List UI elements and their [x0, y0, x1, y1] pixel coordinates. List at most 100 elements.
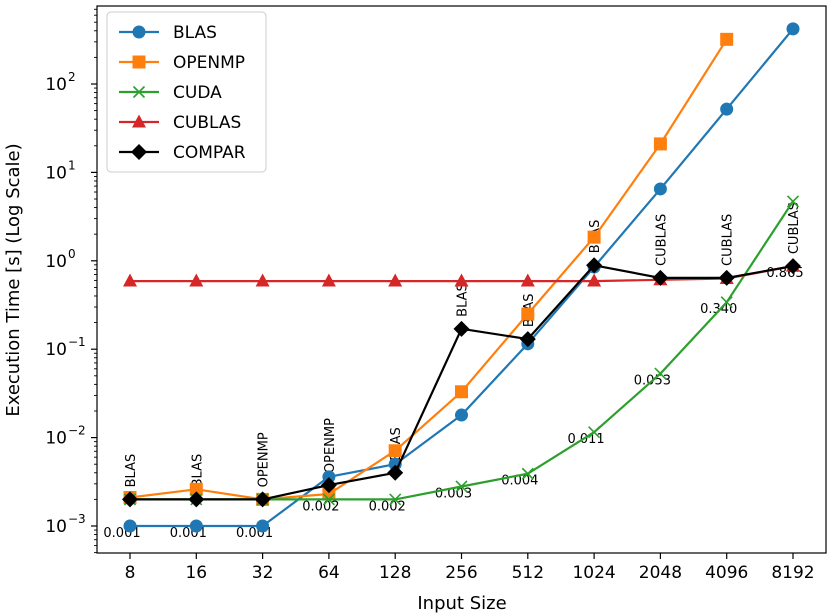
best-impl-annotation: BLAS — [190, 454, 205, 488]
data-point — [718, 269, 735, 286]
best-impl-annotation: OPENMP — [323, 418, 338, 473]
series-blas — [123, 22, 800, 533]
legend-box — [106, 11, 267, 173]
data-point — [587, 273, 602, 287]
best-impl-annotation: BLAS — [456, 283, 471, 317]
legend-label: BLAS — [173, 23, 217, 43]
time-annotation: 0.002 — [369, 499, 406, 514]
data-point — [188, 491, 205, 508]
data-point — [588, 426, 601, 439]
x-tick-label: 256 — [445, 563, 477, 583]
data-point — [654, 367, 667, 380]
legend-item-cublas: CUBLAS — [119, 113, 241, 133]
y-tick-exponent: −2 — [68, 424, 86, 438]
data-point — [388, 444, 402, 458]
legend: BLAS OPENMP CUDA CUBLAS COMPAR — [106, 11, 267, 173]
data-point — [255, 273, 270, 287]
data-point — [122, 491, 138, 508]
legend-label: COMPAR — [173, 143, 246, 163]
data-point — [389, 493, 402, 506]
y-tick-label: 10 — [45, 517, 67, 537]
data-point — [189, 482, 203, 496]
legend-item-cuda: CUDA — [119, 83, 222, 103]
data-point — [387, 464, 404, 481]
data-point — [785, 258, 801, 275]
data-point — [321, 273, 336, 287]
data-point — [786, 22, 800, 36]
data-point — [189, 519, 203, 533]
legend-marker — [132, 114, 146, 128]
legend-item-compar: COMPAR — [119, 143, 246, 163]
best-impl-annotation: OPENMP — [257, 432, 272, 487]
x-tick-label: 32 — [252, 563, 274, 583]
axes: 8 16 32 64 128 256 512 1024 2048 4096 819210−310−2… — [45, 5, 827, 583]
y-tick-exponent: 2 — [68, 70, 76, 84]
data-point — [521, 467, 534, 480]
y-tick-exponent: −3 — [68, 512, 86, 526]
data-point — [455, 408, 468, 422]
best-impl-annotation: CUBLAS — [654, 214, 669, 266]
data-point — [519, 331, 536, 348]
legend-marker — [132, 25, 146, 39]
legend-item-openmp: OPENMP — [119, 53, 245, 73]
data-point — [322, 470, 336, 484]
data-point — [123, 519, 137, 533]
data-point — [123, 273, 137, 287]
data-point — [720, 296, 733, 309]
x-tick-label: 16 — [185, 563, 207, 583]
data-point — [455, 480, 468, 493]
data-point — [454, 273, 469, 287]
series-layer — [122, 22, 801, 533]
legend-marker — [131, 144, 147, 160]
x-tick-label: 64 — [318, 563, 340, 583]
y-tick-exponent: 1 — [68, 158, 76, 172]
y-tick-label: 10 — [45, 75, 67, 95]
y-tick-label: 10 — [45, 252, 67, 272]
data-point — [652, 269, 669, 286]
legend-label: CUDA — [173, 83, 222, 103]
data-point — [322, 487, 336, 501]
best-impl-annotation: BLAS — [124, 454, 139, 488]
legend-marker — [132, 85, 146, 99]
y-tick-label: 10 — [45, 429, 67, 449]
y-axis-label: Execution Time [s] (Log Scale) — [3, 143, 24, 416]
data-point — [453, 320, 470, 337]
data-point — [254, 491, 271, 508]
y-tick-exponent: −1 — [68, 335, 86, 349]
y-tick-label: 10 — [45, 163, 67, 183]
series-line — [129, 38, 728, 501]
data-point — [320, 477, 337, 494]
series-compar — [122, 257, 801, 508]
data-point — [587, 230, 601, 244]
data-point — [189, 273, 204, 287]
x-tick-label: 4096 — [705, 563, 748, 583]
time-annotation: 0.002 — [302, 499, 339, 514]
data-point — [256, 519, 270, 533]
y-tick-exponent: 0 — [68, 247, 76, 261]
data-point — [786, 195, 800, 208]
best-impl-annotation: CUBLAS — [787, 202, 802, 254]
data-point — [586, 257, 603, 274]
x-tick-label: 1024 — [572, 563, 615, 583]
y-tick-label: 10 — [45, 340, 67, 360]
data-point — [720, 32, 734, 46]
data-point — [322, 493, 335, 506]
data-point — [520, 273, 535, 287]
data-point — [653, 137, 667, 151]
legend-marker — [132, 55, 146, 69]
legend-item-blas: BLAS — [119, 23, 217, 43]
data-point — [653, 182, 667, 196]
best-impl-annotation: CUBLAS — [721, 214, 736, 266]
x-tick-label: 8192 — [771, 563, 814, 583]
legend-label: OPENMP — [173, 53, 245, 73]
data-point — [720, 102, 734, 116]
x-tick-label: 8 — [125, 563, 136, 583]
x-axis-label: Input Size — [417, 593, 506, 614]
data-point — [521, 307, 535, 321]
legend-label: CUBLAS — [173, 113, 241, 133]
data-point — [388, 273, 403, 287]
x-tick-label: 2048 — [639, 563, 682, 583]
data-point — [455, 385, 468, 399]
x-tick-label: 512 — [512, 563, 544, 583]
